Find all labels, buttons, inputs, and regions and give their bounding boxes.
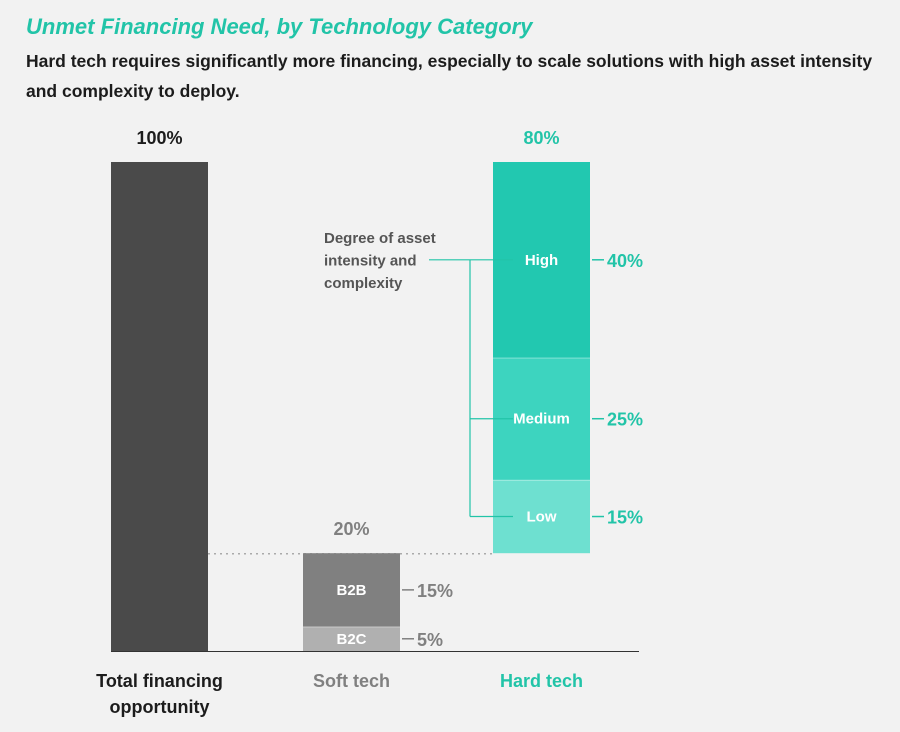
hard-category-label: Hard tech bbox=[500, 671, 583, 691]
annotation-text: Degree of asset bbox=[324, 230, 436, 247]
total-category-label: opportunity bbox=[110, 697, 210, 717]
total-category-label: Total financing bbox=[96, 671, 223, 691]
hard-high-label: High bbox=[525, 252, 558, 269]
total-total-label: 100% bbox=[136, 128, 182, 148]
soft-category-label: Soft tech bbox=[313, 671, 390, 691]
hard-low-value-label: 15% bbox=[607, 508, 643, 528]
soft-b2b-value-label: 15% bbox=[417, 581, 453, 601]
hard-low-label: Low bbox=[527, 509, 557, 526]
soft-b2b-segment bbox=[303, 553, 400, 627]
soft-b2c-segment bbox=[303, 626, 400, 651]
soft-total-label: 20% bbox=[333, 519, 369, 539]
hard-medium-label: Medium bbox=[513, 411, 570, 428]
hard-high-value-label: 40% bbox=[607, 251, 643, 271]
soft-b2b-label: B2B bbox=[336, 582, 366, 599]
annotation-text: complexity bbox=[324, 275, 403, 292]
total-bar-segment bbox=[111, 162, 208, 651]
soft-b2c-label: B2C bbox=[336, 631, 366, 648]
annotation-text: intensity and bbox=[324, 253, 417, 270]
hard-medium-value-label: 25% bbox=[607, 410, 643, 430]
chart-subtitle: Hard tech requires significantly more fi… bbox=[26, 51, 873, 101]
chart-title: Unmet Financing Need, by Technology Cate… bbox=[26, 14, 533, 39]
hard-total-label: 80% bbox=[523, 128, 559, 148]
soft-b2c-value-label: 5% bbox=[417, 630, 443, 650]
